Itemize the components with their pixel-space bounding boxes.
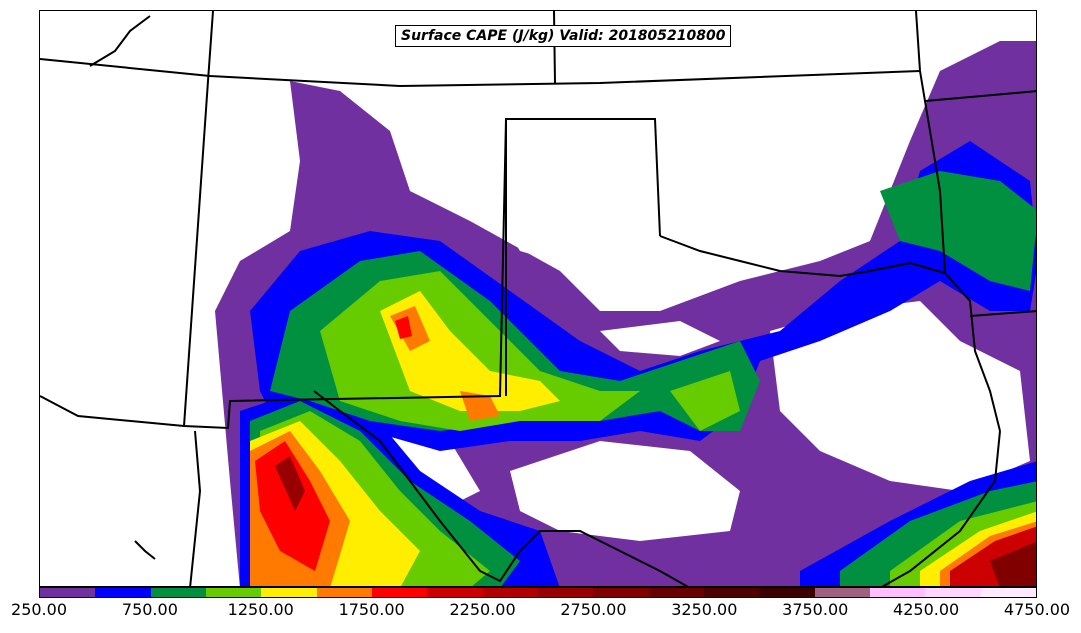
colorbar-swatch — [316, 588, 372, 597]
cape-field — [40, 11, 1036, 586]
colorbar-swatch — [593, 588, 649, 597]
colorbar-tick-label: 3750.00 — [782, 600, 849, 619]
colorbar-tick-label: 750.00 — [121, 600, 178, 619]
colorbar-swatch — [759, 588, 815, 597]
colorbar-swatch — [925, 588, 981, 597]
colorbar-tick-label: 250.00 — [11, 600, 67, 619]
colorbar-tick-label: 1250.00 — [227, 600, 294, 619]
colorbar-swatch — [40, 588, 96, 597]
state-boundaries — [40, 11, 1036, 586]
map-title: Surface CAPE (J/kg) Valid: 201805210800 — [395, 25, 732, 47]
colorbar-swatch — [980, 588, 1036, 597]
colorbar-swatch — [150, 588, 206, 597]
colorbar — [39, 587, 1037, 598]
colorbar-swatch — [427, 588, 483, 597]
colorbar-swatch — [537, 588, 594, 597]
map-panel: Surface CAPE (J/kg) Valid: 201805210800 — [39, 10, 1037, 587]
colorbar-tick-label: 2750.00 — [560, 600, 627, 619]
colorbar-tick-label: 2250.00 — [449, 600, 516, 619]
colorbar-swatch — [95, 588, 151, 597]
colorbar-tick-label: 4750.00 — [1003, 600, 1071, 619]
colorbar-swatch — [482, 588, 538, 597]
colorbar-swatch — [371, 588, 428, 597]
colorbar-tick-label: 3250.00 — [671, 600, 738, 619]
colorbar-swatch — [703, 588, 760, 597]
colorbar-swatch — [869, 588, 926, 597]
colorbar-tick-label: 4250.00 — [893, 600, 960, 619]
colorbar-labels: 250.00 750.00 1250.00 1750.00 2250.00 2750.00… — [0, 600, 1081, 624]
colorbar-swatch — [205, 588, 262, 597]
colorbar-swatch — [814, 588, 870, 597]
cape-shading — [215, 41, 1036, 586]
colorbar-swatch — [648, 588, 704, 597]
colorbar-swatch — [261, 588, 317, 597]
colorbar-tick-label: 1750.00 — [338, 600, 405, 619]
